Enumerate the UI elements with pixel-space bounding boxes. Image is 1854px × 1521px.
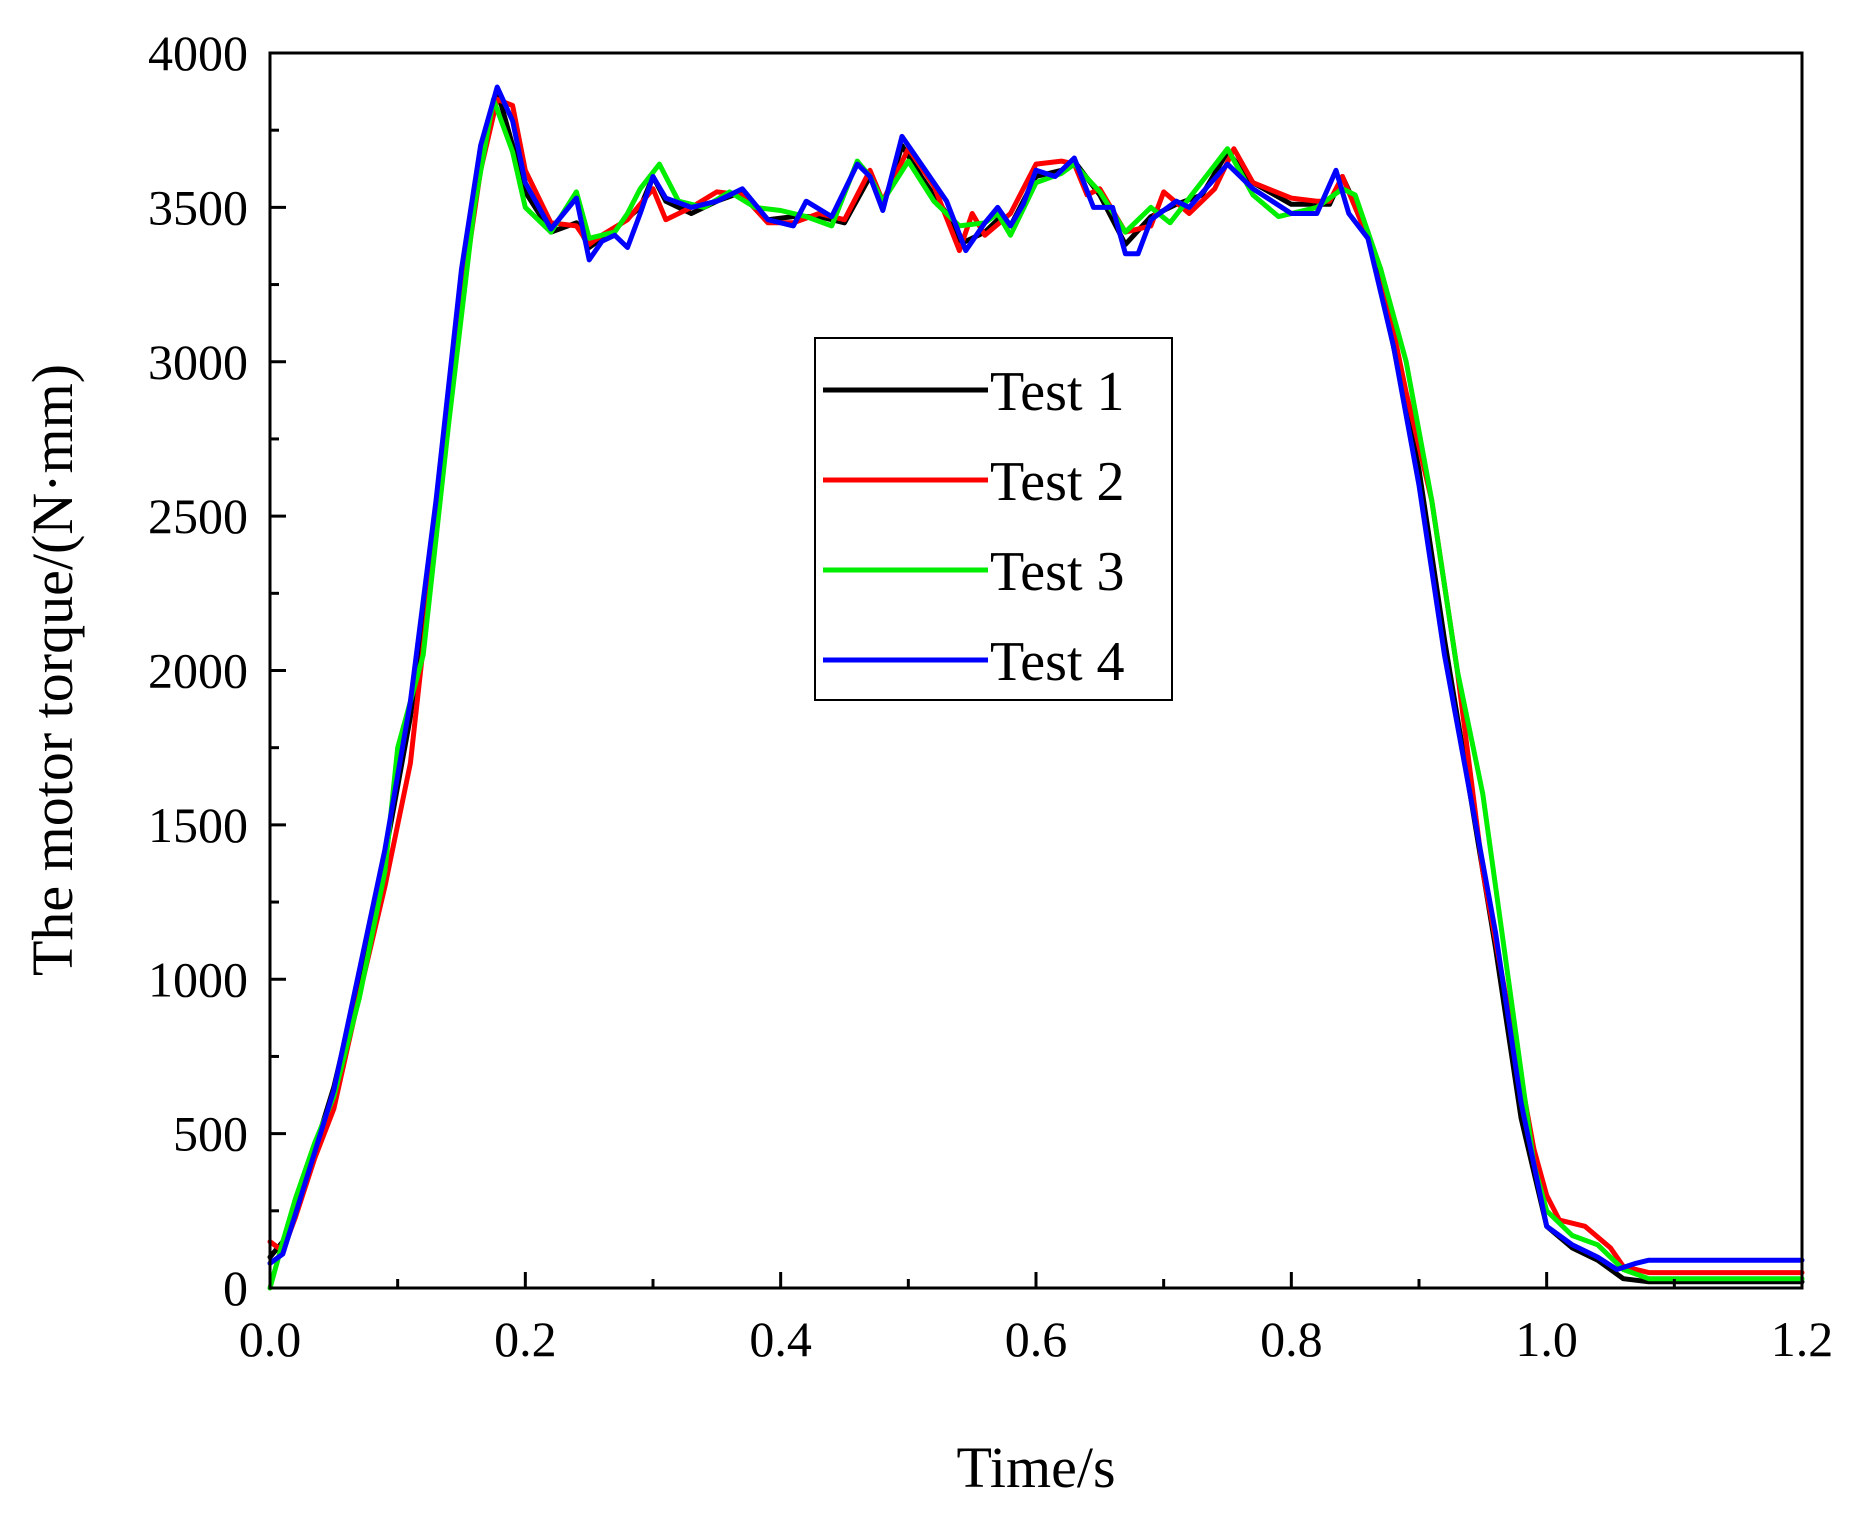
legend-label-test-2: Test 2 (990, 451, 1125, 513)
y-tick-label: 4000 (148, 25, 248, 81)
x-axis-title: Time/s (956, 1435, 1115, 1500)
series-line-test-4 (267, 84, 1805, 1272)
y-tick-label: 2000 (148, 643, 248, 699)
x-tick-label: 0.2 (494, 1311, 557, 1367)
x-tick-label: 1.0 (1515, 1311, 1578, 1367)
y-tick-label: 0 (223, 1260, 248, 1316)
x-tick-label: 0.4 (749, 1311, 812, 1367)
legend-items: Test 1 Test 2 Test 3 Test 4 (823, 361, 1125, 693)
y-tick-label: 1000 (148, 951, 248, 1007)
legend-label-test-1: Test 1 (990, 361, 1125, 423)
y-tick-label: 500 (173, 1106, 248, 1162)
y-tick-label: 2500 (148, 488, 248, 544)
y-axis-ticks: 0 500 1000 1500 2000 2500 3000 3500 4000 (148, 25, 286, 1316)
x-tick-label: 0.6 (1005, 1311, 1068, 1367)
y-tick-label: 1500 (148, 797, 248, 853)
x-axis-ticks: 0.0 0.2 0.4 0.6 0.8 1.0 1.2 (239, 1272, 1834, 1367)
y-tick-label: 3000 (148, 334, 248, 390)
x-tick-label: 0.0 (239, 1311, 302, 1367)
x-tick-label: 1.2 (1771, 1311, 1834, 1367)
y-tick-label: 3500 (148, 179, 248, 235)
legend-box (814, 337, 1173, 701)
series-line-test-3 (267, 96, 1805, 1291)
y-axis-title: The motor torque/(N·mm) (20, 364, 85, 976)
legend: Test 1 Test 2 Test 3 Test 4 (814, 337, 1173, 701)
x-tick-label: 0.8 (1260, 1311, 1323, 1367)
legend-label-test-3: Test 3 (990, 541, 1125, 603)
legend-label-test-4: Test 4 (990, 631, 1125, 693)
series-layer (267, 84, 1805, 1291)
